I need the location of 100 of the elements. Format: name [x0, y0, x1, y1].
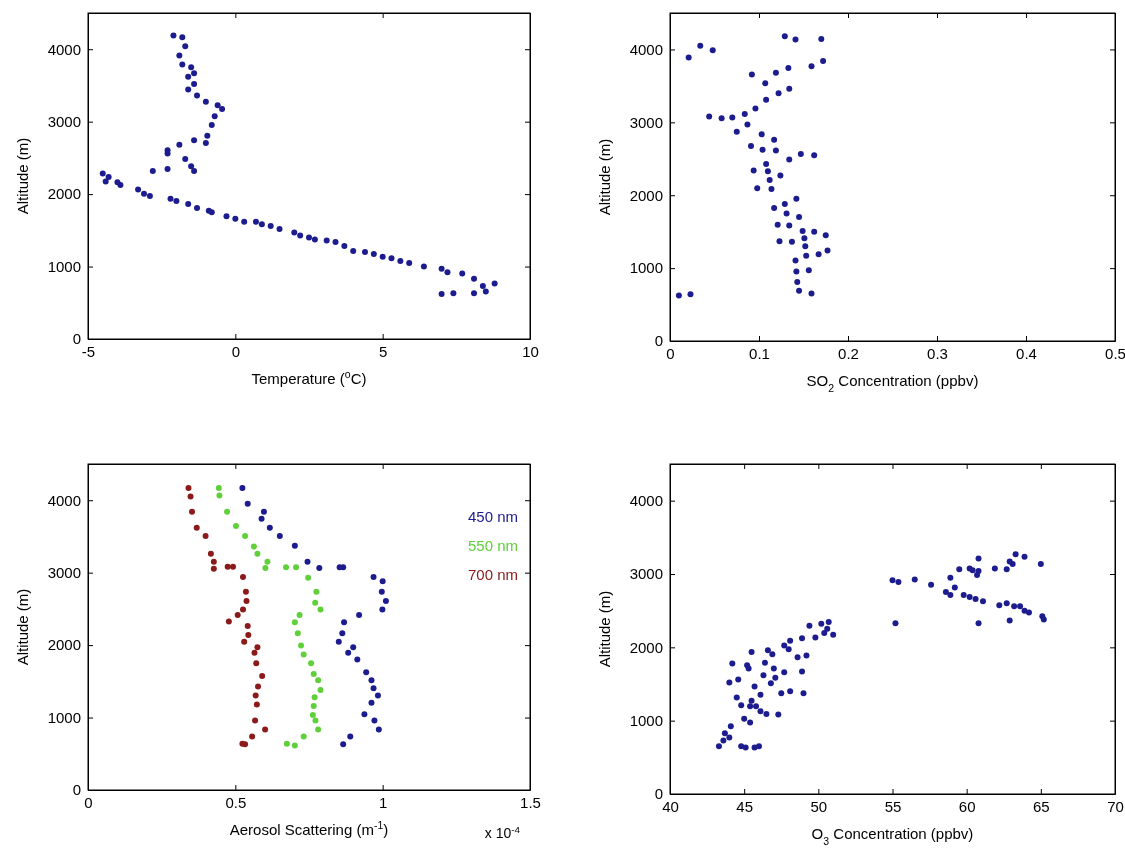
- point: [315, 677, 322, 684]
- point: [347, 733, 354, 740]
- point: [370, 685, 377, 692]
- y-axis-title: Altitude (m): [596, 590, 613, 668]
- point: [266, 524, 273, 531]
- point: [254, 644, 261, 651]
- x-tick-label: 0.5: [225, 793, 247, 811]
- point: [224, 563, 231, 570]
- y-tick-label: 1000: [629, 259, 663, 277]
- point: [312, 717, 319, 724]
- y-tick-label: 1000: [47, 257, 81, 275]
- point: [239, 484, 246, 491]
- y-tick-label: 0: [72, 781, 81, 799]
- point: [234, 612, 241, 619]
- y-tick-label: 1000: [47, 708, 81, 726]
- x-tick-label: 0.5: [1105, 344, 1125, 362]
- point: [293, 564, 300, 571]
- x-tick-label: 10: [522, 342, 539, 360]
- point: [187, 493, 194, 500]
- x-tick-label: 0.1: [749, 344, 770, 362]
- point: [317, 606, 324, 613]
- x-tick-label: 0.2: [838, 344, 859, 362]
- point: [354, 656, 361, 663]
- point: [242, 588, 249, 595]
- point: [244, 622, 251, 629]
- x-tick-label: 5: [378, 342, 388, 360]
- y-tick-label: 3000: [629, 113, 663, 131]
- point: [308, 660, 315, 667]
- point: [283, 740, 290, 747]
- x-axis-title: SO$_{2}$ Concentration (ppbv): [806, 372, 979, 394]
- point: [356, 612, 363, 619]
- point: [262, 564, 269, 571]
- x-tick-label: 1: [378, 793, 388, 811]
- point: [210, 565, 217, 572]
- point: [253, 701, 260, 708]
- point: [311, 694, 318, 701]
- point: [370, 574, 377, 581]
- point: [229, 563, 236, 570]
- point: [361, 711, 368, 718]
- x-tick-label: 0.3: [927, 344, 948, 362]
- point: [291, 619, 298, 626]
- x-tick-label: -5: [81, 342, 96, 360]
- point: [300, 651, 307, 658]
- y-tick-label: 2000: [629, 638, 663, 656]
- point: [241, 638, 248, 645]
- point: [254, 550, 261, 557]
- x-tick-label: 0: [231, 342, 241, 360]
- point: [240, 574, 246, 581]
- point: [378, 588, 385, 595]
- point: [252, 692, 259, 699]
- x-tick-label: 0.4: [1016, 344, 1037, 362]
- text: 450 nm: [467, 508, 518, 525]
- point: [262, 726, 269, 733]
- x-tick-label: 60: [958, 797, 976, 815]
- point: [243, 597, 250, 604]
- point: [368, 699, 375, 706]
- point: [335, 638, 342, 645]
- point: [258, 515, 265, 522]
- point: [375, 726, 382, 733]
- point: [317, 687, 324, 694]
- point: [336, 564, 343, 571]
- point: [300, 733, 307, 740]
- point: [264, 558, 271, 565]
- point: [185, 484, 192, 491]
- x-axis-title: Temperature ($^{o}$C): [251, 368, 367, 387]
- point: [341, 619, 348, 626]
- point: [225, 618, 232, 625]
- point: [240, 606, 246, 613]
- point: [283, 564, 290, 571]
- point: [207, 550, 214, 557]
- x-axis-title: O$_{3}$ Concentration (ppbv): [811, 825, 974, 847]
- x-tick-label: 1.5: [520, 793, 541, 811]
- point: [215, 484, 222, 491]
- point: [249, 733, 256, 740]
- point: [305, 574, 312, 581]
- point: [316, 564, 323, 571]
- y-tick-label: 2000: [47, 185, 81, 203]
- text: 700 nm: [467, 566, 518, 583]
- y-tick-label: 3000: [47, 112, 81, 130]
- point: [379, 578, 386, 585]
- text: 550 nm: [467, 537, 518, 554]
- point: [189, 508, 196, 515]
- point: [244, 500, 251, 507]
- point: [294, 630, 301, 637]
- point: [193, 524, 200, 531]
- y-tick-label: 4000: [629, 491, 663, 509]
- x-tick-label: 0: [84, 793, 93, 811]
- point: [309, 712, 316, 719]
- point: [202, 533, 209, 540]
- x-tick-label: 0: [666, 344, 675, 362]
- point: [374, 692, 381, 699]
- y-tick-label: 2000: [629, 186, 663, 204]
- point: [382, 597, 389, 604]
- point: [224, 508, 231, 515]
- point: [313, 588, 320, 595]
- y-tick-label: 1000: [629, 711, 663, 729]
- y-tick-label: 3000: [47, 563, 81, 581]
- x-tick-label: 55: [884, 797, 902, 815]
- point: [310, 671, 317, 678]
- point: [340, 741, 347, 748]
